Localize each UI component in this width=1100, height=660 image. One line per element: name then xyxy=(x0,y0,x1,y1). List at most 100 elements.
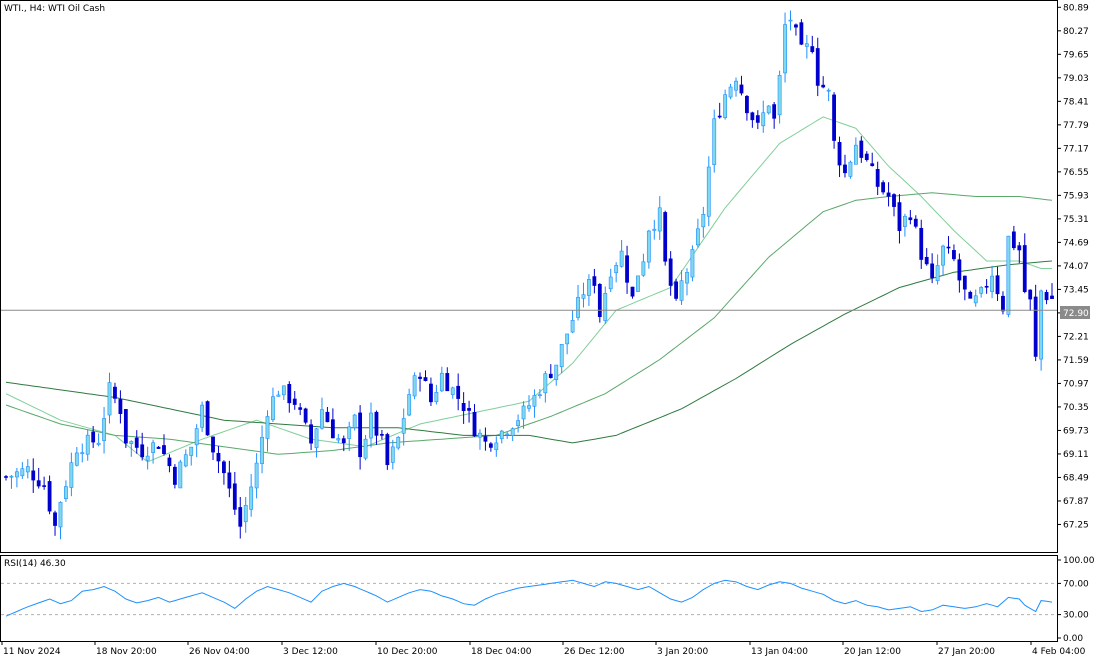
candle[interactable] xyxy=(1050,283,1054,299)
candle[interactable] xyxy=(630,286,635,299)
candle[interactable] xyxy=(690,245,695,282)
candle[interactable] xyxy=(532,389,537,418)
candle[interactable] xyxy=(238,497,243,539)
candle[interactable] xyxy=(309,419,313,450)
candle[interactable] xyxy=(189,446,194,466)
candle[interactable] xyxy=(505,432,510,439)
candle[interactable] xyxy=(565,333,570,355)
candle[interactable] xyxy=(772,101,777,129)
candle[interactable] xyxy=(129,440,134,457)
candle[interactable] xyxy=(663,210,668,266)
candle[interactable] xyxy=(559,343,564,374)
candle[interactable] xyxy=(892,193,896,217)
candle[interactable] xyxy=(679,270,684,305)
candle[interactable] xyxy=(58,501,63,540)
candle[interactable] xyxy=(69,452,74,497)
candle[interactable] xyxy=(919,219,924,269)
candle[interactable] xyxy=(222,460,226,485)
candle[interactable] xyxy=(162,434,166,456)
candle[interactable] xyxy=(674,278,678,301)
candle[interactable] xyxy=(25,459,30,479)
candle[interactable] xyxy=(614,262,619,283)
candle[interactable] xyxy=(603,286,608,324)
candle[interactable] xyxy=(745,95,749,121)
candle[interactable] xyxy=(151,439,155,464)
candle[interactable] xyxy=(941,244,945,276)
candle[interactable] xyxy=(472,404,477,437)
candle[interactable] xyxy=(494,436,499,457)
candle[interactable] xyxy=(74,446,79,467)
candle[interactable] xyxy=(766,105,771,115)
candle[interactable] xyxy=(390,439,395,470)
candle[interactable] xyxy=(369,402,373,448)
candle[interactable] xyxy=(456,373,461,411)
candle[interactable] xyxy=(913,215,918,229)
candle[interactable] xyxy=(821,76,826,89)
candle[interactable] xyxy=(843,154,847,178)
candle[interactable] xyxy=(717,102,722,119)
candle[interactable] xyxy=(995,266,1000,302)
candle[interactable] xyxy=(1044,289,1049,305)
candle[interactable] xyxy=(619,239,624,268)
candle[interactable] xyxy=(657,196,662,240)
candle[interactable] xyxy=(330,408,335,439)
candle[interactable] xyxy=(434,384,439,405)
candle[interactable] xyxy=(467,400,471,423)
candle[interactable] xyxy=(298,403,303,416)
candle[interactable] xyxy=(118,390,123,424)
candle[interactable] xyxy=(739,75,744,96)
candle[interactable] xyxy=(859,136,864,163)
candle[interactable] xyxy=(281,385,286,401)
candle[interactable] xyxy=(875,161,880,196)
candle[interactable] xyxy=(227,460,232,498)
candle[interactable] xyxy=(287,381,292,413)
candle[interactable] xyxy=(325,407,330,423)
candle[interactable] xyxy=(750,111,755,128)
candle[interactable] xyxy=(1028,289,1033,311)
candle[interactable] xyxy=(728,83,733,100)
candle[interactable] xyxy=(652,219,657,240)
candle[interactable] xyxy=(439,366,444,393)
candle[interactable] xyxy=(810,35,815,54)
candle[interactable] xyxy=(450,386,455,399)
candle[interactable] xyxy=(134,430,139,454)
candle[interactable] xyxy=(636,275,640,292)
candle[interactable] xyxy=(576,284,580,321)
candle[interactable] xyxy=(9,475,14,489)
candle[interactable] xyxy=(292,391,297,410)
candle[interactable] xyxy=(113,382,117,404)
candle[interactable] xyxy=(870,152,875,167)
candle[interactable] xyxy=(706,156,711,227)
candle[interactable] xyxy=(418,372,422,392)
candle[interactable] xyxy=(521,401,526,429)
candle[interactable] xyxy=(952,244,956,262)
candle[interactable] xyxy=(946,236,951,254)
candle[interactable] xyxy=(271,387,275,422)
candle[interactable] xyxy=(968,290,973,299)
candle[interactable] xyxy=(20,462,25,479)
candle[interactable] xyxy=(178,459,183,489)
candle[interactable] xyxy=(260,425,264,474)
candle[interactable] xyxy=(336,433,341,444)
candle[interactable] xyxy=(80,443,85,463)
candle[interactable] xyxy=(352,413,357,431)
candle[interactable] xyxy=(478,429,482,450)
candle[interactable] xyxy=(897,194,902,244)
candle[interactable] xyxy=(429,377,433,406)
candle[interactable] xyxy=(200,401,205,433)
candle[interactable] xyxy=(695,218,700,248)
candle[interactable] xyxy=(712,109,717,173)
candle[interactable] xyxy=(42,476,47,490)
candle[interactable] xyxy=(314,427,319,458)
candle[interactable] xyxy=(924,248,929,266)
candle[interactable] xyxy=(85,429,90,461)
candle[interactable] xyxy=(211,436,215,461)
candle[interactable] xyxy=(412,372,417,400)
candle[interactable] xyxy=(543,371,548,403)
candle[interactable] xyxy=(527,395,531,412)
candle[interactable] xyxy=(832,92,836,149)
candle[interactable] xyxy=(91,425,96,448)
candle[interactable] xyxy=(761,100,766,133)
candle[interactable] xyxy=(483,427,488,451)
